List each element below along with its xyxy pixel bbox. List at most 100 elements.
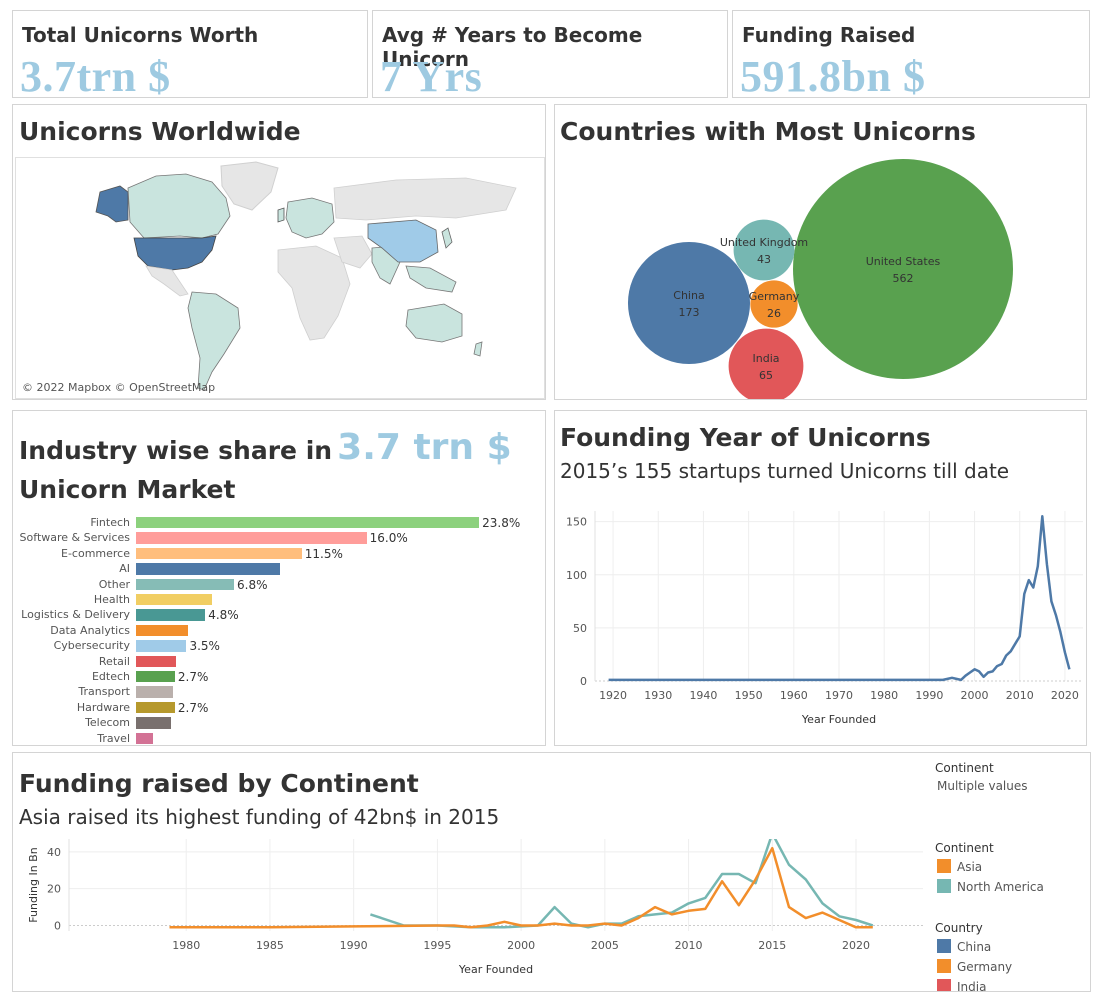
bubble-united-kingdom[interactable]: United Kingdom 43 — [720, 219, 808, 281]
industry-bar[interactable] — [136, 640, 187, 652]
x-tick-label: 2010 — [675, 939, 703, 952]
industry-bar-value: 2.7% — [177, 700, 209, 715]
industry-bar-value: 6.8% — [237, 577, 268, 592]
continent-filter-dropdown[interactable]: Multiple values — [937, 779, 1028, 793]
y-tick-label: 0 — [54, 919, 61, 932]
legend-item-asia[interactable]: Asia — [937, 859, 982, 874]
world-map[interactable]: © 2022 Mapbox © OpenStreetMap — [15, 157, 545, 399]
bubble-label: India — [753, 352, 780, 365]
industry-title-suffix: Unicorn Market — [19, 475, 236, 504]
africa-shape — [277, 245, 351, 341]
kpi-value: 7 Yrs — [380, 52, 483, 98]
industry-bar-row[interactable]: Fintech 23.8% — [13, 515, 545, 530]
industry-bar-value: 23.8% — [482, 516, 521, 530]
industry-bar-row[interactable]: Transport — [13, 684, 545, 699]
greenland-shape — [220, 161, 279, 211]
australia-shape — [405, 303, 463, 343]
china-shape — [367, 219, 439, 263]
continent-filter-label: Continent — [935, 761, 994, 775]
industry-bar-row[interactable]: Data Analytics — [13, 623, 545, 638]
alaska-shape — [95, 185, 129, 223]
country-legend-title: Country — [935, 921, 983, 935]
world-map-svg — [95, 161, 517, 391]
industry-bar-row[interactable]: Travel — [13, 731, 545, 745]
x-tick-label: 1980 — [870, 689, 898, 702]
industry-bar-row[interactable]: Edtech 2.7% — [13, 669, 545, 684]
legend-label: China — [957, 940, 992, 954]
industry-bar-row[interactable]: Hardware 2.7% — [13, 700, 545, 715]
bubble-india[interactable]: India 65 — [728, 328, 804, 400]
legend-swatch — [937, 879, 951, 893]
industry-bar[interactable] — [136, 701, 175, 714]
kpi-avg-years-card: Avg # Years to Become Unicorn 7 Yrs — [372, 10, 728, 98]
bubble-germany[interactable]: Germany 26 — [749, 280, 800, 328]
x-axis-label: Year Founded — [458, 963, 533, 976]
series-line-0[interactable] — [608, 515, 1071, 682]
industry-bar-label: Travel — [97, 731, 130, 745]
panel-title: Funding raised by Continent — [19, 769, 419, 798]
industry-bar-row[interactable]: Software & Services 16.0% — [13, 530, 545, 545]
panel-subtitle: 2015’s 155 startups turned Unicorns till… — [560, 459, 1010, 483]
industry-bar-row[interactable]: AI — [13, 561, 545, 576]
panel-title: Countries with Most Unicorns — [560, 117, 976, 146]
industry-bar-row[interactable]: Logistics & Delivery 4.8% — [13, 607, 545, 623]
legend-swatch — [937, 939, 951, 953]
y-axis-label: Funding In Bn — [27, 847, 40, 922]
industry-bar[interactable] — [136, 609, 206, 621]
y-tick-label: 40 — [47, 846, 61, 859]
industry-bar[interactable] — [136, 547, 302, 560]
kpi-title: Funding Raised — [742, 23, 916, 47]
x-tick-label: 2005 — [591, 939, 619, 952]
industry-bar[interactable] — [136, 532, 367, 544]
industry-bar[interactable] — [136, 717, 171, 729]
kpi-value: 3.7trn $ — [20, 52, 171, 98]
x-tick-label: 1980 — [172, 939, 200, 952]
legend-item-india[interactable]: India — [937, 979, 986, 991]
canada-shape — [127, 173, 231, 239]
legend-label: Asia — [957, 860, 983, 874]
panel-subtitle: Asia raised its highest funding of 42bn$… — [19, 805, 500, 829]
countries-panel: Countries with Most Unicorns United Stat… — [554, 104, 1087, 400]
bubble-label: China — [673, 289, 704, 302]
industry-bar-row[interactable]: Other 6.8% — [13, 577, 545, 592]
x-tick-label: 2020 — [1051, 689, 1079, 702]
series-line-north-america[interactable] — [370, 839, 874, 929]
russia-shape — [333, 177, 517, 221]
founding-year-panel: Founding Year of Unicorns 2015’s 155 sta… — [554, 410, 1087, 746]
bubble-china[interactable]: China 173 — [627, 241, 751, 365]
legend-item-china[interactable]: China — [937, 939, 991, 954]
funding-continent-line-chart: 1980 1985 1990 1995 2000 2005 2010 2015 2020 0 20 4… — [27, 839, 923, 976]
industry-bar-row[interactable]: Health — [13, 592, 545, 607]
industry-bar[interactable] — [136, 624, 188, 637]
industry-bar-row[interactable]: E-commerce 11.5% — [13, 546, 545, 561]
industry-title-prefix: Industry wise share in — [19, 436, 333, 465]
industry-bar-row[interactable]: Cybersecurity 3.5% — [13, 638, 545, 654]
bubble-united-states[interactable]: United States 562 — [793, 159, 1013, 379]
legend-item-germany[interactable]: Germany — [937, 959, 1012, 974]
industry-bar[interactable] — [136, 732, 154, 744]
industry-bar[interactable] — [136, 517, 480, 529]
industry-bar-row[interactable]: Retail — [13, 654, 545, 669]
industry-share-panel: Industry wise share in 3.7 trn $ Unicorn… — [12, 410, 546, 746]
legend-label: North America — [957, 880, 1044, 894]
industry-bar[interactable] — [136, 671, 175, 683]
industry-bar-value: 3.5% — [189, 639, 220, 654]
industry-bar[interactable] — [136, 655, 177, 667]
kpi-title: Avg # Years to Become Unicorn — [382, 23, 643, 71]
panel-title: Founding Year of Unicorns — [560, 423, 931, 452]
map-attribution[interactable]: © 2022 Mapbox © OpenStreetMap — [22, 381, 216, 394]
industry-bar-value: 4.8% — [208, 608, 239, 623]
industry-bar-label: Health — [93, 593, 130, 606]
industry-bar[interactable] — [136, 594, 213, 606]
legend-item-north-america[interactable]: North America — [937, 879, 1044, 894]
japan-shape — [441, 227, 453, 249]
series-line-asia[interactable] — [169, 846, 873, 929]
industry-title-value: 3.7 trn $ — [337, 427, 512, 468]
legend-label: Germany — [957, 960, 1013, 974]
industry-bar-row[interactable]: Telecom — [13, 715, 545, 730]
legend-swatch — [937, 979, 951, 991]
industry-bar[interactable] — [136, 578, 235, 590]
legend-swatch — [937, 859, 951, 873]
industry-bar[interactable] — [136, 563, 281, 575]
industry-bar[interactable] — [136, 686, 174, 698]
